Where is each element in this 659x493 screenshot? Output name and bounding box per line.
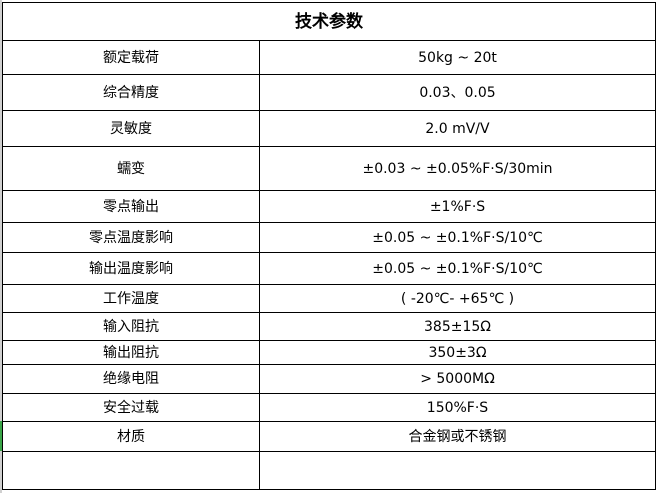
param-value[interactable]: 150%F·S <box>259 393 656 422</box>
param-label[interactable]: 灵敏度 <box>2 110 260 147</box>
table-row: 综合精度 0.03、0.05 <box>2 74 656 111</box>
param-label[interactable]: 零点温度影响 <box>2 222 260 253</box>
param-label[interactable]: 零点输出 <box>2 190 260 223</box>
param-value[interactable]: > 5000MΩ <box>259 364 656 394</box>
param-value[interactable]: ±0.05 ~ ±0.1%F·S/10℃ <box>259 222 656 253</box>
param-label[interactable]: 绝缘电阻 <box>2 364 260 394</box>
param-label[interactable] <box>2 451 260 490</box>
param-value[interactable]: ±0.05 ~ ±0.1%F·S/10℃ <box>259 252 656 285</box>
param-value[interactable]: 合金钢或不锈钢 <box>259 421 656 452</box>
sheet-left-border <box>0 0 2 493</box>
param-label[interactable]: 工作温度 <box>2 284 260 313</box>
table-row: 零点输出 ±1%F·S <box>2 190 656 223</box>
table-row: 材质 合金钢或不锈钢 <box>2 421 656 452</box>
param-value[interactable]: 50kg ~ 20t <box>259 40 656 75</box>
param-value[interactable]: ( -20℃- +65℃ ) <box>259 284 656 313</box>
param-value[interactable]: ±0.03 ~ ±0.05%F·S/30min <box>259 146 656 191</box>
param-label[interactable]: 安全过载 <box>2 393 260 422</box>
table-row: 工作温度( -20℃- +65℃ ) <box>2 284 656 313</box>
table-row: 安全过载 150%F·S <box>2 393 656 422</box>
param-value[interactable]: 385±15Ω <box>259 312 656 341</box>
table-title[interactable]: 技术参数 <box>2 2 656 41</box>
param-label[interactable]: 输出阻抗 <box>2 340 260 365</box>
param-label[interactable]: 输入阻抗 <box>2 312 260 341</box>
param-value[interactable]: ±1%F·S <box>259 190 656 223</box>
table-row: 零点温度影响 ±0.05 ~ ±0.1%F·S/10℃ <box>2 222 656 253</box>
table-row: 灵敏度 2.0 mV/V <box>2 110 656 147</box>
selected-row-marker <box>0 421 3 451</box>
param-value[interactable]: 2.0 mV/V <box>259 110 656 147</box>
table-row: 绝缘电阻 > 5000MΩ <box>2 364 656 394</box>
table-row: 输出阻抗 350±3Ω <box>2 340 656 365</box>
param-label[interactable]: 蠕变 <box>2 146 260 191</box>
param-value[interactable]: 0.03、0.05 <box>259 74 656 111</box>
table-row: 输入阻抗 385±15Ω <box>2 312 656 341</box>
param-value[interactable]: 350±3Ω <box>259 340 656 365</box>
param-label[interactable]: 额定载荷 <box>2 40 260 75</box>
table-row: 输出温度影响 ±0.05 ~ ±0.1%F·S/10℃ <box>2 252 656 285</box>
param-value[interactable] <box>259 451 656 490</box>
table-row: 额定载荷 50kg ~ 20t <box>2 40 656 75</box>
table-row <box>2 451 656 490</box>
table-row: 蠕变 ±0.03 ~ ±0.05%F·S/30min <box>2 146 656 191</box>
param-label[interactable]: 材质 <box>2 421 260 452</box>
param-label[interactable]: 输出温度影响 <box>2 252 260 285</box>
param-label[interactable]: 综合精度 <box>2 74 260 111</box>
